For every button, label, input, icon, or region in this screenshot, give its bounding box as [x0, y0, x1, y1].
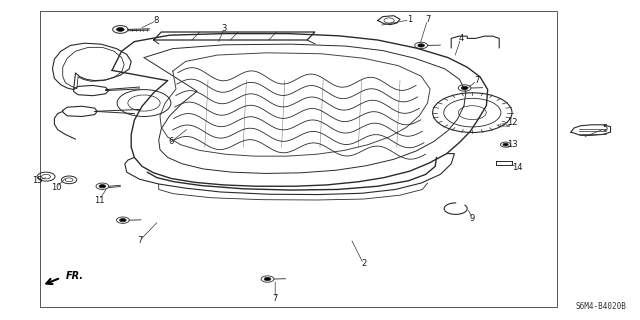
Text: 2: 2	[361, 260, 366, 268]
Text: 5: 5	[602, 124, 607, 133]
Circle shape	[120, 219, 126, 222]
Text: 7: 7	[474, 76, 479, 85]
Text: 8: 8	[154, 16, 159, 25]
Text: 15: 15	[32, 176, 42, 185]
Text: 6: 6	[169, 137, 174, 146]
Circle shape	[264, 277, 271, 281]
Text: 12: 12	[507, 118, 517, 127]
Text: 4: 4	[458, 34, 463, 43]
Circle shape	[99, 185, 106, 188]
Text: 7: 7	[425, 15, 430, 24]
Text: 11: 11	[94, 196, 104, 204]
Text: 10: 10	[51, 183, 61, 192]
Circle shape	[503, 143, 508, 146]
Text: FR.: FR.	[66, 271, 84, 281]
Circle shape	[461, 86, 468, 90]
Text: 1: 1	[407, 15, 412, 24]
Text: 3: 3	[221, 24, 227, 33]
Text: 7: 7	[273, 294, 278, 303]
Text: 14: 14	[512, 163, 522, 172]
Text: 7: 7	[137, 236, 142, 245]
Text: S6M4-B4020B: S6M4-B4020B	[575, 302, 626, 311]
Text: 13: 13	[507, 140, 517, 149]
Text: 9: 9	[470, 214, 475, 223]
Text: oilloo: oilloo	[498, 123, 511, 128]
Circle shape	[116, 28, 124, 31]
Circle shape	[418, 44, 424, 47]
